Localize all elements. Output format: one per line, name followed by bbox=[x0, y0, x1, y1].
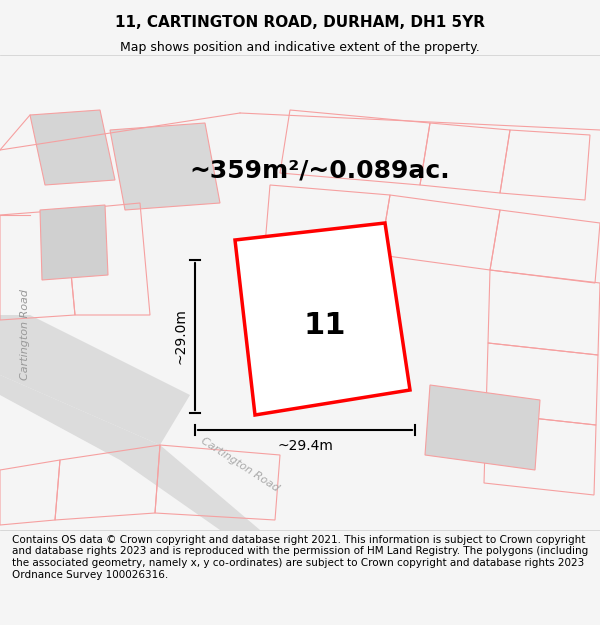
Text: Cartington Road: Cartington Road bbox=[199, 436, 281, 494]
Text: 11, CARTINGTON ROAD, DURHAM, DH1 5YR: 11, CARTINGTON ROAD, DURHAM, DH1 5YR bbox=[115, 16, 485, 31]
Text: Cartington Road: Cartington Road bbox=[20, 289, 30, 381]
Polygon shape bbox=[235, 223, 410, 415]
Polygon shape bbox=[110, 123, 220, 210]
Text: Map shows position and indicative extent of the property.: Map shows position and indicative extent… bbox=[120, 41, 480, 54]
Polygon shape bbox=[425, 385, 540, 470]
Polygon shape bbox=[40, 205, 108, 280]
Text: Contains OS data © Crown copyright and database right 2021. This information is : Contains OS data © Crown copyright and d… bbox=[12, 535, 588, 579]
Polygon shape bbox=[0, 315, 190, 445]
Polygon shape bbox=[0, 375, 260, 530]
Text: ~29.0m: ~29.0m bbox=[173, 309, 187, 364]
Text: ~29.4m: ~29.4m bbox=[277, 439, 333, 453]
Polygon shape bbox=[30, 110, 115, 185]
Text: 11: 11 bbox=[304, 311, 346, 339]
Text: ~359m²/~0.089ac.: ~359m²/~0.089ac. bbox=[190, 158, 451, 182]
